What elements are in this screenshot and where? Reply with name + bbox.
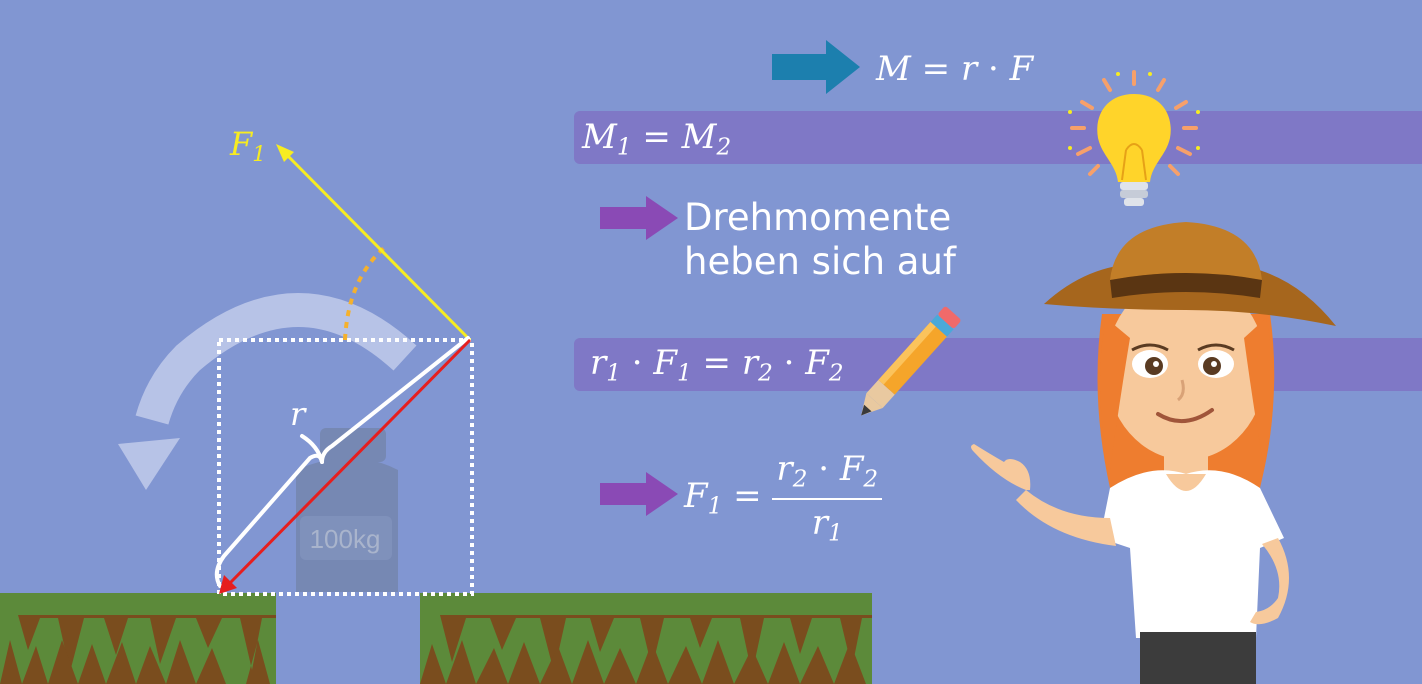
arrow-right-icon xyxy=(600,196,678,240)
formula-band-balance xyxy=(574,111,1422,164)
weight xyxy=(296,428,398,592)
formula-band-product xyxy=(574,338,1422,391)
light-bulb-icon xyxy=(1068,70,1200,206)
lever-arrow xyxy=(228,338,472,585)
fraction-denominator: r1 xyxy=(811,502,843,547)
ground-left xyxy=(0,593,276,684)
lever-scene: 100kg xyxy=(0,144,872,684)
balance-formula: M1 = M2 xyxy=(582,117,732,161)
radius-label: r xyxy=(290,395,306,433)
force-label: F1 xyxy=(230,125,267,168)
torque-formula: M = r · F xyxy=(876,49,1034,89)
arrow-right-icon xyxy=(600,472,678,516)
presenter-character xyxy=(971,222,1336,684)
ground-right xyxy=(420,593,872,684)
product-formula: r1 · F1 = r2 · F2 xyxy=(590,343,844,387)
force-arrow xyxy=(282,150,472,342)
angle-arc xyxy=(343,246,386,341)
arrow-right-icon xyxy=(772,40,860,94)
fraction: r2 · F2 r1 xyxy=(772,452,883,547)
result-formula: F1 = r2 · F2 r1 xyxy=(684,452,883,547)
pencil-icon xyxy=(861,306,961,416)
fraction-numerator: r2 · F2 xyxy=(772,452,883,500)
lever-arrow-head xyxy=(219,575,237,594)
dotted-frame xyxy=(217,338,474,596)
note-text: Drehmomente heben sich auf xyxy=(684,196,956,284)
circular-arrow-icon xyxy=(118,293,417,490)
weight-label: 100kg xyxy=(310,524,381,554)
force-arrow-head xyxy=(276,144,294,162)
